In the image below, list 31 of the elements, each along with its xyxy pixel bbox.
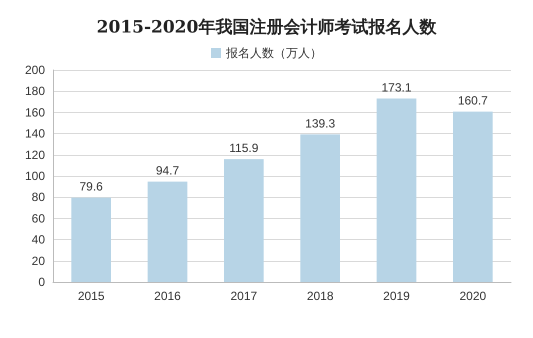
x-tick-label: 2020 (459, 289, 487, 303)
y-tick-label: 180 (24, 84, 46, 98)
chart-title: 2015-2020年我国注册会计师考试报名人数 (96, 18, 438, 38)
data-label: 173.1 (381, 80, 412, 95)
x-tick-label: 2016 (154, 289, 182, 303)
y-tick-label: 40 (32, 232, 46, 247)
data-label: 94.7 (156, 164, 180, 178)
y-tick-label: 200 (24, 63, 46, 77)
data-label: 139.3 (305, 116, 336, 130)
data-label: 160.7 (458, 94, 488, 108)
data-label: 79.6 (79, 180, 104, 194)
x-tick-label: 2018 (306, 289, 334, 303)
y-tick-label: 140 (24, 126, 46, 141)
bar (148, 182, 188, 282)
bar (376, 98, 416, 282)
y-tick-label: 60 (32, 211, 46, 226)
x-tick-label: 2015 (78, 289, 105, 303)
y-tick-label: 20 (32, 254, 46, 268)
x-tick-label: 2017 (230, 289, 258, 303)
y-tick-label: 120 (24, 148, 46, 162)
y-tick-label: 100 (24, 169, 46, 183)
y-tick-label: 0 (38, 275, 46, 289)
bar (300, 134, 340, 282)
bar (71, 198, 112, 282)
y-tick-label: 80 (32, 190, 46, 204)
y-tick-label: 160 (24, 105, 46, 120)
bar (452, 112, 493, 282)
legend-label: 报名人数（万人） (225, 46, 322, 60)
x-tick-label: 2019 (383, 289, 410, 303)
bar (224, 159, 264, 282)
data-label: 115.9 (229, 141, 259, 156)
